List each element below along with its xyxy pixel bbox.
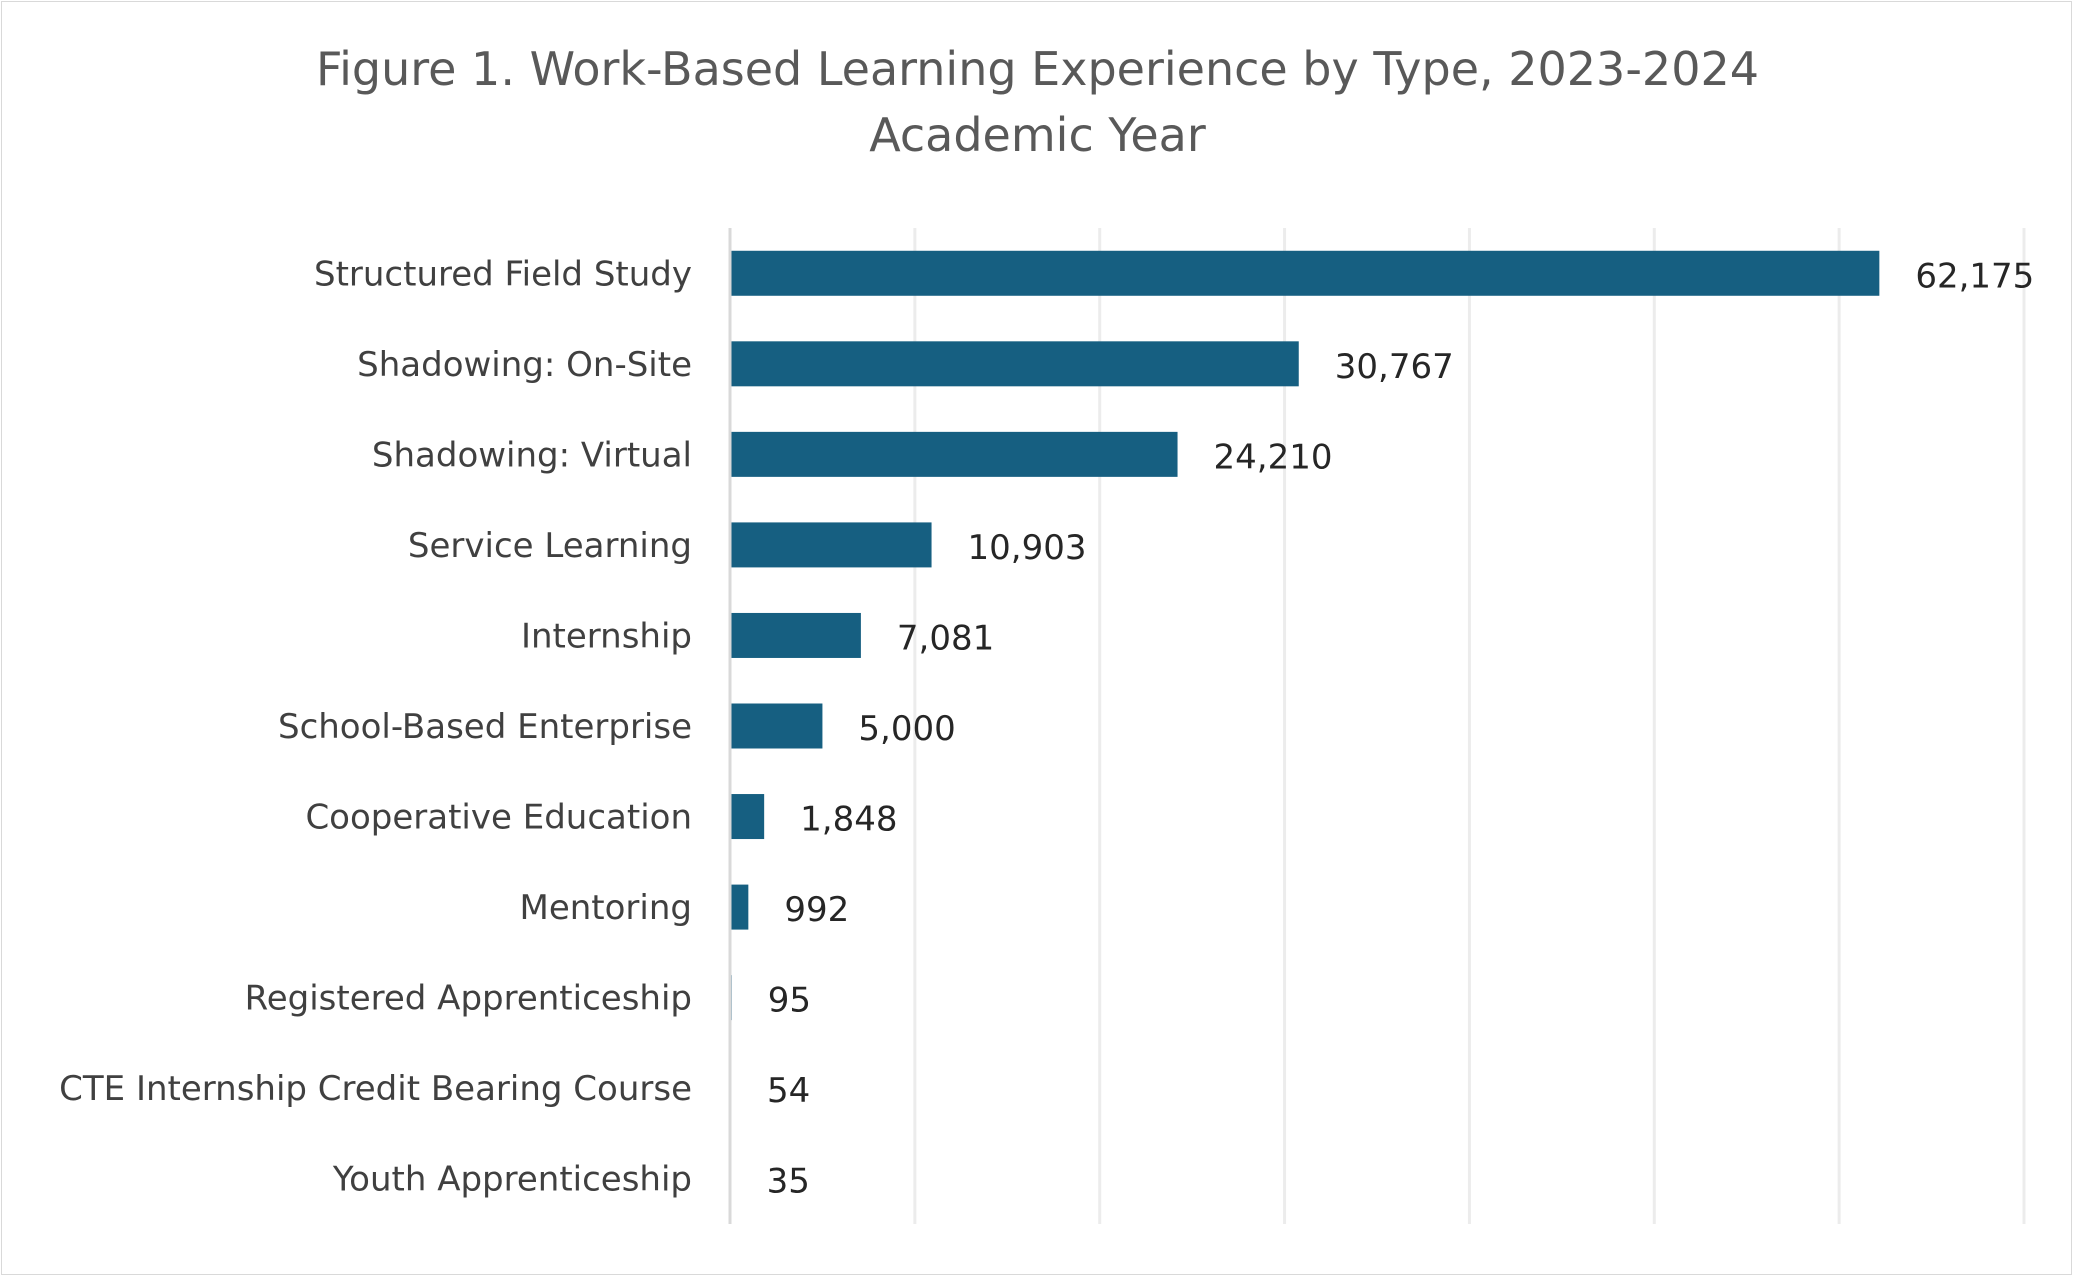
bar: [730, 703, 823, 749]
data-label: 5,000: [858, 709, 955, 749]
category-label: Cooperative Education: [305, 798, 692, 838]
data-label: 10,903: [968, 528, 1087, 568]
data-label: 7,081: [897, 618, 994, 658]
category-label: Mentoring: [520, 888, 693, 928]
bar: [730, 522, 932, 568]
bar: [730, 250, 1880, 296]
data-label: 1,848: [800, 800, 897, 840]
category-label: Shadowing: On-Site: [357, 345, 692, 385]
data-label: 992: [784, 890, 849, 930]
data-label: 62,175: [1915, 256, 2034, 296]
data-label: 24,210: [1214, 437, 1333, 477]
category-label: Shadowing: Virtual: [372, 435, 692, 475]
data-label: 30,767: [1335, 347, 1454, 387]
bar: [730, 884, 749, 930]
category-label: Structured Field Study: [314, 254, 692, 294]
category-label: Internship: [521, 616, 692, 656]
data-label: 35: [767, 1162, 810, 1202]
chart-title-line-2: Academic Year: [869, 108, 1206, 162]
category-label: Service Learning: [408, 526, 692, 566]
data-label: 95: [768, 981, 811, 1021]
category-label: CTE Internship Credit Bearing Course: [59, 1069, 692, 1109]
bar: [730, 794, 765, 840]
data-label: 54: [767, 1071, 810, 1111]
category-label: School-Based Enterprise: [278, 707, 692, 747]
bar: [730, 431, 1178, 477]
bar: [730, 341, 1299, 387]
category-label: Registered Apprenticeship: [245, 979, 692, 1019]
category-label: Youth Apprenticeship: [332, 1160, 692, 1200]
bar: [730, 612, 861, 658]
chart-title: Figure 1. Work-Based Learning Experience…: [0, 36, 2075, 168]
chart-title-line-1: Figure 1. Work-Based Learning Experience…: [315, 42, 1759, 96]
